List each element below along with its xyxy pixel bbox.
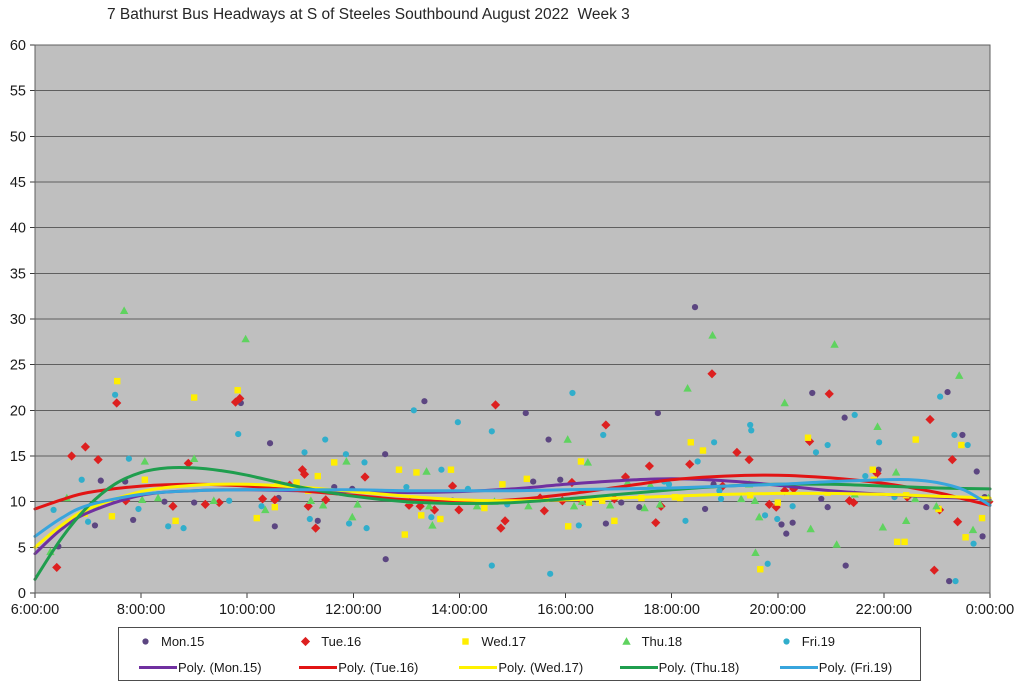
legend-item-poly-thu18: Poly. (Thu.18)	[600, 660, 760, 675]
fri19-line-swatch-icon	[779, 665, 818, 669]
y-tick-label: 50	[10, 129, 26, 145]
chart-title: 7 Bathurst Bus Headways at S of Steeles …	[107, 6, 630, 23]
y-tick-label: 55	[10, 84, 26, 100]
y-tick-label: 15	[10, 449, 26, 465]
legend-label: Poly. (Fri.19)	[818, 659, 893, 675]
thu18-line-swatch-icon	[619, 665, 658, 669]
y-tick-label: 60	[10, 38, 26, 54]
plot-border	[34, 44, 991, 594]
legend-label: Poly. (Thu.18)	[658, 659, 740, 675]
legend-item-fri19: Fri.19	[760, 634, 920, 649]
x-tick-label: 6:00:00	[11, 602, 59, 618]
legend-item-thu18: Thu.18	[600, 634, 760, 649]
mon15-marker-icon	[142, 637, 149, 645]
x-tick-label: 16:00:00	[537, 602, 593, 618]
tue16-line-swatch-icon	[299, 665, 338, 669]
y-tick-label: 45	[10, 175, 26, 191]
legend-row-polylines: Poly. (Mon.15) Poly. (Tue.16) Poly. (Wed.1…	[119, 654, 920, 680]
legend-label: Wed.17	[481, 633, 526, 649]
tue16-marker-icon	[301, 636, 311, 646]
series-thu18-points	[46, 306, 993, 557]
y-tick-label: 5	[18, 540, 26, 556]
legend-row-markers: Mon.15 Tue.16 Wed.17 Thu.18 Fri.19	[119, 628, 920, 654]
legend-item-poly-fri19: Poly. (Fri.19)	[760, 660, 920, 675]
x-axis-labels: 6:00:00 8:00:00 10:00:00 12:00:00 14:00:00 16…	[11, 602, 1014, 618]
wed17-marker-icon	[462, 637, 470, 645]
y-axis-labels: 0 5 10 15 20 25 30 35 40 45 50 55 60	[10, 38, 26, 602]
y-tick-label: 0	[18, 586, 26, 602]
x-tick-label: 8:00:00	[117, 602, 165, 618]
y-tick-label: 30	[10, 312, 26, 328]
x-tick-label: 12:00:00	[325, 602, 381, 618]
y-tick-label: 25	[10, 358, 26, 374]
x-tick-label: 0:00:00	[966, 602, 1014, 618]
x-tick-label: 18:00:00	[643, 602, 699, 618]
legend-label: Mon.15	[161, 633, 205, 649]
legend-item-poly-mon15: Poly. (Mon.15)	[119, 660, 279, 675]
legend-item-poly-tue16: Poly. (Tue.16)	[279, 660, 439, 675]
series-fri19-points	[50, 389, 977, 585]
poly-line-fri19	[33, 477, 992, 538]
y-tick-label: 10	[10, 495, 26, 511]
legend-label: Tue.16	[321, 633, 362, 649]
y-tick-label: 40	[10, 221, 26, 237]
y-tick-label: 35	[10, 266, 26, 282]
legend-item-mon15: Mon.15	[119, 634, 279, 649]
x-tick-label: 10:00:00	[219, 602, 275, 618]
legend-item-wed17: Wed.17	[439, 634, 599, 649]
x-tick-label: 20:00:00	[750, 602, 806, 618]
legend-item-poly-wed17: Poly. (Wed.17)	[439, 660, 599, 675]
wed17-line-swatch-icon	[459, 665, 498, 669]
plot-area: 0 5 10 15 20 25 30 35 40 45 50 55 60 6:00:00 8:00:00 10…	[10, 38, 1014, 618]
fri19-marker-icon	[783, 637, 790, 645]
legend: Mon.15 Tue.16 Wed.17 Thu.18 Fri.19 Poly. (Mo…	[118, 627, 921, 681]
x-tick-label: 22:00:00	[856, 602, 912, 618]
legend-label: Poly. (Tue.16)	[338, 659, 419, 675]
x-tick-label: 14:00:00	[431, 602, 487, 618]
legend-label: Thu.18	[641, 633, 683, 649]
mon15-line-swatch-icon	[139, 665, 177, 669]
y-tick-label: 20	[10, 403, 26, 419]
legend-label: Poly. (Mon.15)	[178, 659, 262, 675]
poly-line-wed17	[33, 482, 992, 549]
thu18-marker-icon	[621, 636, 631, 645]
legend-label: Poly. (Wed.17)	[498, 659, 584, 675]
legend-item-tue16: Tue.16	[279, 634, 439, 649]
legend-label: Fri.19	[801, 633, 836, 649]
